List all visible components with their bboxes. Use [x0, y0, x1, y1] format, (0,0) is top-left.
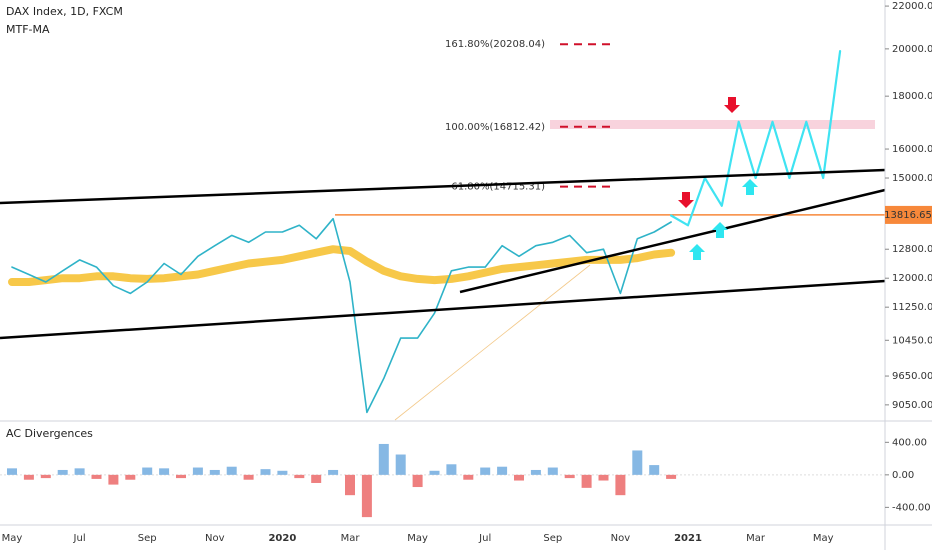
y-tick-label: 10450.00: [892, 335, 932, 346]
down-arrow: [724, 97, 740, 113]
y-tick-label: 16000.00: [892, 144, 932, 155]
x-tick-label: Jul: [73, 533, 86, 544]
y-tick-label: 18000.00: [892, 91, 932, 102]
histogram-bar: [57, 469, 68, 475]
y-tick-label: 22000.00: [892, 1, 932, 12]
histogram-bar: [192, 467, 203, 475]
histogram-bar: [108, 474, 119, 485]
histogram-bar: [564, 474, 575, 479]
histogram-bar: [74, 468, 85, 475]
x-tick-label: Sep: [543, 533, 562, 544]
fib-band: [550, 120, 875, 129]
histogram-bar: [547, 467, 558, 475]
down-arrow: [678, 192, 694, 208]
histogram-bar: [429, 470, 440, 475]
x-tick-label: May: [407, 533, 428, 544]
histogram-bar: [277, 470, 288, 475]
histogram-bar: [176, 474, 186, 479]
y-tick-label: 9650.00: [892, 371, 932, 382]
histogram-bar: [209, 469, 220, 475]
histogram-bar: [632, 450, 643, 475]
histogram-bar: [243, 474, 254, 480]
histogram-bar: [7, 468, 17, 475]
histogram-bar: [294, 474, 305, 479]
y-tick-label: 15000.00: [892, 173, 932, 184]
histogram-bar: [91, 474, 102, 479]
histogram-bar: [649, 465, 660, 475]
histogram-bar: [159, 468, 170, 475]
series-line: [11, 217, 672, 414]
fib-label: 61.80%(14715.31): [451, 182, 545, 193]
histogram-bar: [412, 474, 423, 488]
x-tick-label: Mar: [746, 533, 766, 544]
histogram-bar: [40, 474, 51, 479]
x-tick-label: Jul: [478, 533, 491, 544]
up-arrow: [689, 244, 705, 260]
histogram-bar: [514, 474, 524, 481]
y-tick-label: 400.00: [892, 437, 927, 448]
chart-title: DAX Index, 1D, FXCM: [6, 5, 123, 18]
histogram-bar: [581, 474, 592, 488]
price-label: 13816.65: [884, 210, 932, 221]
histogram-bar: [480, 467, 491, 475]
x-tick-label: Nov: [611, 533, 631, 544]
trend-line: [459, 188, 886, 294]
histogram-bar: [23, 474, 34, 480]
histogram-bar: [446, 464, 457, 475]
price-label-box: [885, 205, 932, 224]
y-tick-label: 12800.00: [892, 244, 932, 255]
y-tick-label: 11250.00: [892, 302, 932, 313]
y-tick-label: 12000.00: [892, 273, 932, 284]
y-tick-label: -400.00: [892, 502, 931, 513]
histogram-bar: [530, 469, 541, 475]
histogram-bar: [328, 469, 339, 475]
histogram-bar: [260, 469, 271, 475]
x-tick-label: Mar: [341, 533, 361, 544]
trend-line: [0, 168, 886, 205]
x-tick-label: 2020: [268, 533, 296, 544]
histogram-bar: [378, 443, 389, 475]
fib-label: 161.80%(20208.04): [445, 39, 545, 50]
fib-label: 100.00%(16812.42): [445, 122, 545, 133]
histogram-bar: [463, 474, 474, 480]
trend-line: [0, 279, 886, 340]
histogram-bar: [615, 474, 626, 496]
histogram-bar: [598, 474, 609, 481]
histogram-bar: [226, 466, 237, 475]
series-line: [670, 50, 842, 227]
histogram-bar: [311, 474, 322, 483]
x-tick-label: Nov: [205, 533, 225, 544]
up-arrow: [712, 222, 728, 238]
histogram-bar: [361, 474, 372, 518]
y-tick-label: 9050.00: [892, 400, 932, 411]
x-tick-label: May: [2, 533, 23, 544]
price-pane: 161.80%(20208.04) 100.00%(16812.42) 61.80%…: [8, 39, 885, 414]
histogram-bar: [395, 454, 406, 475]
y-tick-label: 0.00: [892, 470, 914, 481]
y-tick-label: 20000.00: [892, 44, 932, 55]
histogram-bar: [497, 466, 508, 475]
indicator-title: AC Divergences: [6, 427, 93, 440]
x-tick-label: Sep: [138, 533, 157, 544]
histogram-bar: [125, 474, 136, 480]
up-arrow: [742, 179, 758, 195]
histogram-bar: [142, 467, 153, 475]
fib-base-line: [394, 264, 591, 421]
histogram-bar: [345, 474, 355, 496]
indicator-label: MTF-MA: [6, 23, 50, 36]
histogram-bar: [666, 474, 677, 479]
x-tick-label: 2021: [674, 533, 702, 544]
x-tick-label: May: [813, 533, 834, 544]
